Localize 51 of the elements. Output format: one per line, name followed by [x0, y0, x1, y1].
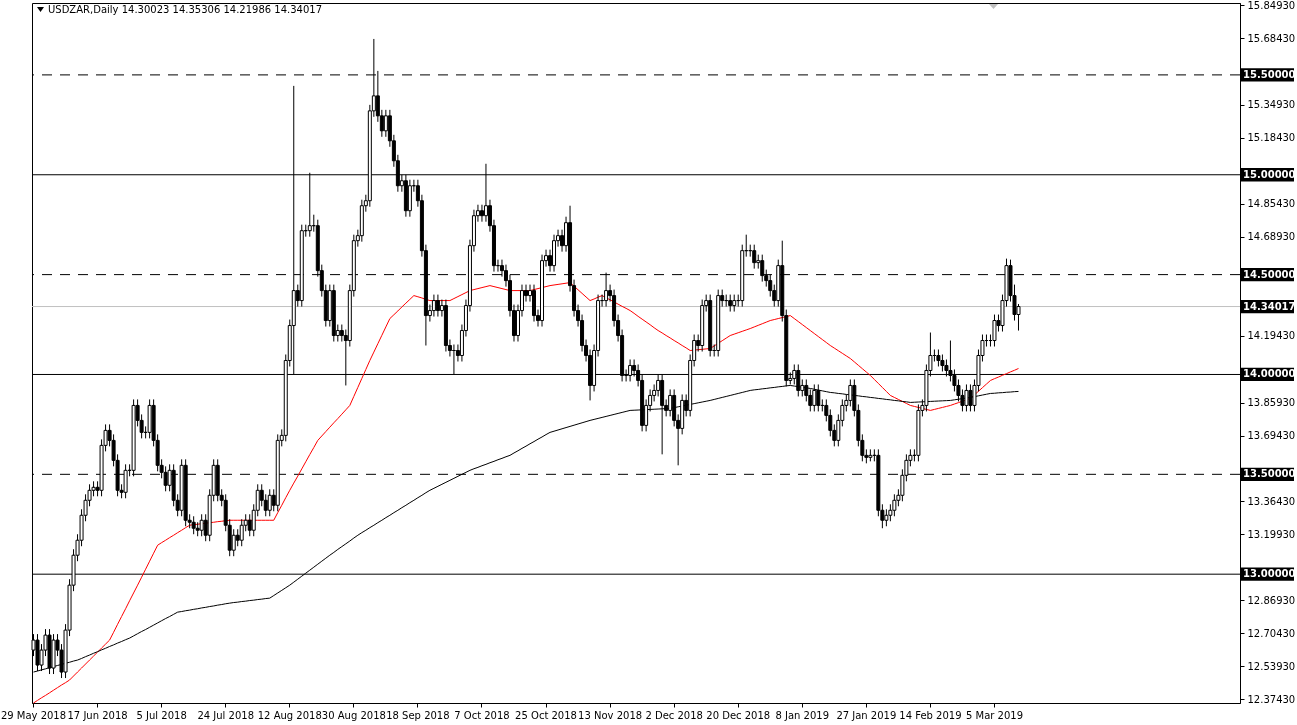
x-tick-label: 2 Dec 2018: [645, 709, 703, 721]
y-tick-label: 15.18430: [1247, 132, 1296, 144]
x-tick-label: 20 Dec 2018: [706, 709, 771, 721]
x-tick-label: 8 Jan 2019: [775, 709, 830, 721]
ref-line-label: 14.50000: [1243, 268, 1296, 280]
y-tick-label: 12.37430: [1247, 693, 1296, 705]
y-tick-label: 14.19430: [1247, 330, 1296, 342]
x-tick-label: 24 Jul 2018: [197, 709, 254, 721]
y-tick-label: 13.85930: [1247, 397, 1296, 409]
y-tick-label: 12.53930: [1247, 660, 1296, 672]
candlestick: [479, 204, 484, 223]
y-tick-label: 15.34930: [1247, 99, 1296, 111]
x-tick-label: 14 Feb 2019: [899, 709, 962, 721]
ref-line-label: 13.50000: [1243, 468, 1296, 480]
candlestick: [431, 294, 436, 318]
x-tick-label: 25 Oct 2018: [515, 709, 577, 721]
line-series: [33, 282, 1019, 704]
ref-line-label: 14.34017: [1243, 300, 1296, 312]
y-tick-label: 13.69430: [1247, 430, 1296, 442]
x-tick-label: 17 Jun 2018: [67, 709, 128, 721]
x-tick-label: 18 Sep 2018: [386, 709, 450, 721]
candlestick: [263, 493, 268, 517]
ref-line-label: 15.00000: [1243, 168, 1296, 180]
candlestick: [668, 388, 673, 417]
y-tick-label: 15.68430: [1247, 32, 1296, 44]
x-tick-label: 30 Aug 2018: [321, 709, 386, 721]
candlestick: [383, 109, 388, 138]
chart-title: USDZAR,Daily 14.30023 14.35306 14.21986 14.34017: [48, 4, 323, 15]
y-tick-label: 14.68930: [1247, 231, 1296, 243]
ref-line-label: 14.00000: [1243, 368, 1296, 380]
y-tick-label: 12.86930: [1247, 594, 1296, 606]
y-tick-label: 13.36430: [1247, 495, 1296, 507]
y-tick-label: 13.19930: [1247, 528, 1296, 540]
x-tick-label: 7 Oct 2018: [454, 709, 510, 721]
y-tick-label: 15.84930: [1247, 0, 1296, 11]
candlestick: [267, 488, 272, 517]
x-tick-label: 27 Jan 2019: [836, 709, 897, 721]
x-tick-label: 29 May 2018: [0, 709, 67, 721]
x-tick-label: 12 Aug 2018: [257, 709, 322, 721]
x-tick-label: 5 Mar 2019: [965, 709, 1023, 721]
candlestick: [964, 383, 969, 412]
candlestick: [892, 493, 897, 517]
candlestick: [231, 528, 236, 557]
candlestick: [435, 294, 440, 318]
x-tick-label: 5 Jul 2018: [136, 709, 187, 721]
candlestick: [968, 383, 973, 412]
ref-line-label: 15.50000: [1243, 68, 1296, 80]
y-tick-label: 12.70430: [1247, 627, 1296, 639]
x-tick-label: 13 Nov 2018: [578, 709, 643, 721]
y-tick-label: 14.85430: [1247, 198, 1296, 210]
ref-line-label: 13.00000: [1243, 568, 1296, 580]
